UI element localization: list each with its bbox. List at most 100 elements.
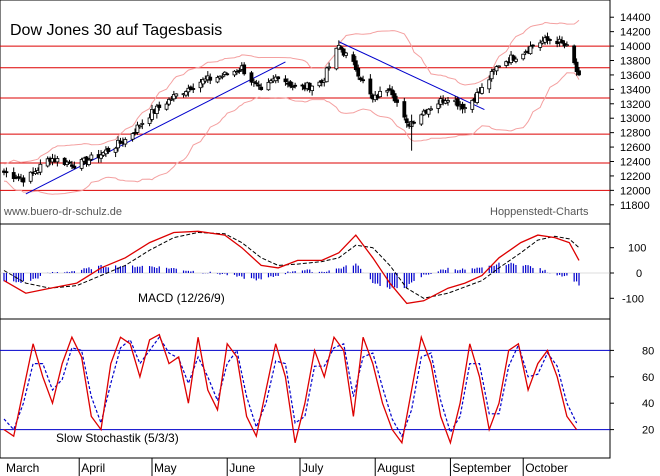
candle-body: [446, 100, 450, 103]
candle-body: [378, 90, 382, 98]
candle-body: [402, 101, 407, 118]
candle-body: [38, 163, 43, 173]
candle-body: [28, 171, 33, 182]
candle-body: [387, 88, 392, 91]
price-tick-label: 13400: [620, 84, 651, 96]
candle-body: [252, 80, 256, 83]
candle-body: [560, 40, 564, 44]
candle-body: [548, 39, 552, 41]
candle-body: [504, 61, 509, 66]
candle-body: [404, 118, 409, 124]
candle-body: [62, 157, 67, 165]
candle-body: [344, 52, 348, 56]
macd-axis: 100 0 -100: [610, 243, 646, 305]
candle-body: [11, 172, 16, 179]
candle-body: [545, 36, 550, 41]
price-tick-label: 13200: [620, 99, 651, 111]
candle-body: [137, 125, 142, 128]
macd-tick-label: 100: [628, 243, 646, 255]
price-tick-label: 13000: [620, 113, 651, 125]
candle-body: [511, 55, 516, 61]
candle-body: [572, 45, 577, 64]
candle-body: [208, 76, 213, 81]
candle-body: [4, 171, 9, 174]
price-tick-label: 12000: [620, 185, 651, 197]
k-line: [3, 333, 578, 446]
candle-body: [470, 99, 475, 110]
price-title: Dow Jones 30 auf Tagesbasis: [10, 22, 222, 39]
stochastic-axis: 80 60 40 20: [610, 345, 654, 437]
candle-body: [123, 139, 128, 145]
candle-body: [225, 73, 230, 76]
candle-body: [276, 76, 281, 80]
month-axis: March April May June July August September Octo…: [6, 458, 568, 476]
candle-body: [201, 78, 205, 85]
candle-body: [266, 81, 271, 91]
macd-tick-label: -100: [622, 293, 644, 305]
candle-body: [116, 139, 120, 149]
price-tick-label: 14400: [620, 12, 651, 24]
candle-body: [283, 78, 288, 83]
candle-body: [259, 86, 264, 90]
month-label: June: [229, 461, 255, 475]
candle-body: [215, 76, 220, 83]
candle-body: [429, 108, 433, 111]
month-label: May: [154, 461, 177, 475]
candle-body: [436, 103, 441, 109]
candle-body: [242, 64, 247, 75]
month-label: October: [525, 461, 568, 475]
candle-body: [310, 85, 315, 92]
candle-body: [494, 66, 499, 72]
candle-body: [564, 44, 569, 47]
candle-body: [130, 133, 135, 140]
candle-body: [140, 122, 145, 125]
candle-body: [480, 87, 484, 94]
stochastic-tick-label: 80: [642, 345, 654, 357]
candle-body: [87, 159, 91, 165]
candle-body: [460, 103, 465, 110]
candle-body: [67, 161, 72, 164]
price-tick-label: 14000: [620, 41, 651, 53]
candle-body: [334, 47, 339, 70]
candle-body: [171, 94, 176, 100]
macd-tick-label: 0: [636, 268, 642, 280]
candle-body: [147, 117, 152, 124]
candle-body: [106, 147, 111, 153]
candle-body: [426, 108, 431, 115]
candle-body: [390, 89, 395, 96]
candle-body: [184, 91, 188, 96]
candle-body: [293, 84, 298, 87]
candles: [2, 32, 581, 187]
candle-body: [339, 46, 344, 50]
candle-body: [288, 81, 293, 87]
macd-title: MACD (12/26/9): [138, 291, 225, 305]
candle-body: [514, 58, 518, 62]
candle-body: [395, 99, 399, 103]
bollinger-bands: [3, 19, 580, 195]
candle-body: [167, 98, 171, 105]
candle-body: [89, 154, 94, 160]
month-label: April: [81, 461, 105, 475]
candle-body: [497, 65, 501, 68]
candle-body: [174, 93, 179, 97]
trendlines: [25, 41, 485, 195]
candle-body: [356, 67, 361, 77]
candle-body: [358, 77, 363, 81]
month-label: March: [6, 461, 39, 475]
candle-body: [45, 158, 50, 167]
candle-body: [317, 81, 322, 87]
stochastic-tick-label: 40: [642, 398, 654, 410]
trendline-up: [25, 61, 286, 195]
candle-body: [487, 79, 492, 90]
month-label: August: [377, 461, 415, 475]
lower-band: [3, 72, 580, 195]
candle-body: [254, 82, 259, 85]
candle-body: [16, 176, 21, 179]
price-tick-label: 12200: [620, 171, 651, 183]
price-tick-label: 12800: [620, 128, 651, 140]
candle-body: [220, 75, 225, 78]
stochastic-panel: [0, 318, 611, 459]
candle-body: [521, 53, 526, 60]
candle-body: [531, 44, 535, 47]
